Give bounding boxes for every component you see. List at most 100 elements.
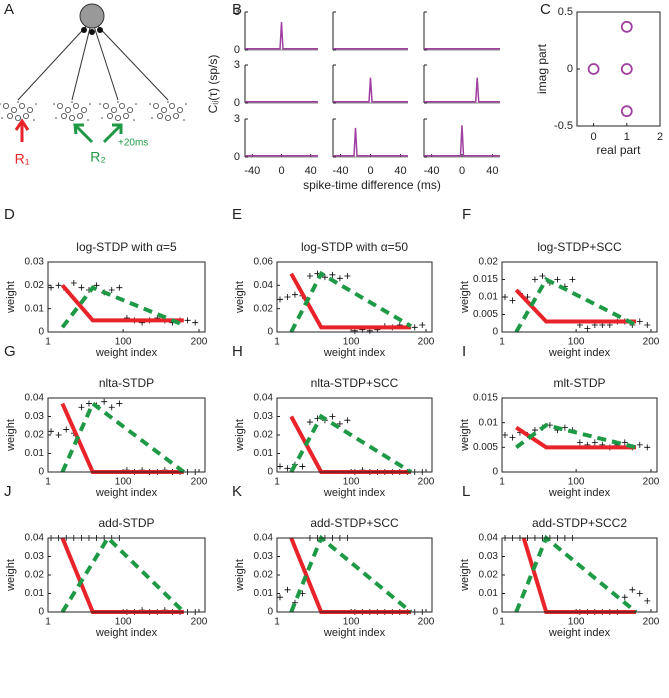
x-tick-label: 40 (486, 165, 498, 177)
weight-point (276, 594, 283, 601)
axes-box (47, 261, 206, 333)
y-tick-label: 0.015 (473, 274, 498, 285)
y-tick-label: 0 (567, 63, 573, 75)
eigenvalue (620, 63, 633, 75)
y-tick-label: 0.01 (25, 588, 45, 599)
input-neuron (3, 103, 9, 110)
input-dot (17, 101, 19, 103)
x-tick-label: 200 (418, 617, 435, 628)
input-neuron (107, 113, 114, 120)
network-diagram: R₁ R₂ +20ms (0, 3, 187, 167)
weight-point (284, 465, 291, 472)
input-dot (183, 119, 185, 121)
y-tick-label: 3 (234, 6, 240, 18)
panel-letter: I (462, 343, 466, 360)
axes-box (501, 397, 658, 473)
weight-point (411, 324, 418, 331)
input-dot (89, 103, 91, 105)
y-tick-label: 0.03 (479, 551, 499, 562)
input-neuron (61, 113, 68, 120)
x-tick-label: 200 (191, 617, 208, 628)
panel-letter: D (4, 206, 15, 223)
dashed-line (60, 285, 185, 329)
y-tick-label: 0 (234, 151, 240, 163)
input-neuron (18, 103, 25, 110)
y-tick-label: 3 (234, 113, 240, 125)
axes-box (501, 261, 658, 333)
axes-box (47, 397, 206, 473)
x-tick-label: 1 (499, 617, 505, 628)
y-tick-label: 0.04 (25, 533, 45, 544)
input-neuron (127, 107, 134, 114)
y-tick-label: 0 (267, 607, 273, 618)
y-tick-label: 0.03 (25, 257, 45, 268)
y-tick-label: 0 (492, 607, 498, 618)
x-axis-label: weight index (323, 347, 386, 359)
weight-point (576, 439, 583, 446)
correlogram-line (245, 22, 318, 50)
x-tick-label: 1 (45, 617, 51, 628)
weight-point (644, 322, 651, 328)
weight-point (55, 432, 62, 438)
weight-point (629, 586, 636, 593)
solid-line (60, 537, 184, 614)
y-axis-label: weight (234, 419, 246, 452)
panel-letter: E (232, 206, 242, 223)
solid-line (514, 288, 637, 324)
y-tick-label: 0 (234, 44, 240, 56)
weight-point (329, 271, 336, 278)
correlogram-line (424, 77, 500, 103)
y-axis-label: weight (5, 559, 17, 592)
connection (17, 19, 93, 101)
x-tick-label: -40 (424, 165, 440, 177)
x-tick-label: 0 (367, 165, 373, 177)
input-dot (1, 117, 3, 119)
input-dot (0, 103, 1, 105)
y-tick-label: 0.02 (25, 570, 45, 581)
y-tick-label: 0 (267, 327, 273, 338)
input-neuron (7, 113, 13, 120)
input-dot (87, 119, 89, 121)
y-tick-label: 0.06 (254, 257, 274, 268)
correlogram-line (333, 77, 408, 103)
weight-point (591, 439, 598, 446)
input-neuron (176, 107, 183, 114)
input-neuron (160, 107, 167, 114)
y-tick-label: 0.02 (254, 430, 274, 441)
y-tick-label: 0.03 (254, 551, 274, 562)
x-tick-label: 0 (278, 165, 284, 177)
x-axis-label: weight index (323, 487, 386, 499)
weight-point (48, 284, 55, 291)
panel-letter: A (4, 1, 14, 18)
x-tick-label: 1 (624, 131, 630, 143)
x-tick-label: 200 (191, 477, 208, 488)
weight-point (501, 294, 508, 300)
axes-box (276, 397, 433, 473)
input-dot (101, 117, 103, 119)
y-tick-label: 0 (267, 467, 273, 478)
x-axis-label: weight index (323, 627, 386, 639)
dashed-line (514, 276, 637, 333)
y-tick-label: 0.02 (25, 430, 45, 441)
x-tick-label: 200 (643, 617, 660, 628)
solid-line (60, 402, 184, 474)
input-neuron (156, 113, 163, 120)
x-tick-label: 100 (115, 617, 132, 628)
weight-point (621, 439, 628, 446)
y-tick-label: 0.01 (254, 588, 274, 599)
x-tick-label: 100 (343, 477, 360, 488)
dashed-line (515, 422, 637, 450)
correlogram-line (424, 125, 500, 157)
arrow-r2 (73, 123, 94, 144)
y-axis-label: Cᵢⱼ(τ) (sp/s) (206, 55, 220, 114)
weight-point (291, 291, 298, 298)
y-tick-label: 0.04 (254, 280, 274, 291)
input-dot (33, 119, 35, 121)
y-tick-label: 0.04 (25, 393, 45, 404)
x-tick-label: 200 (643, 337, 660, 348)
dashed-line (60, 400, 186, 474)
weight-point (509, 434, 516, 441)
dashed-line (289, 534, 413, 614)
input-dot (35, 103, 37, 105)
x-tick-label: 1 (499, 337, 505, 348)
